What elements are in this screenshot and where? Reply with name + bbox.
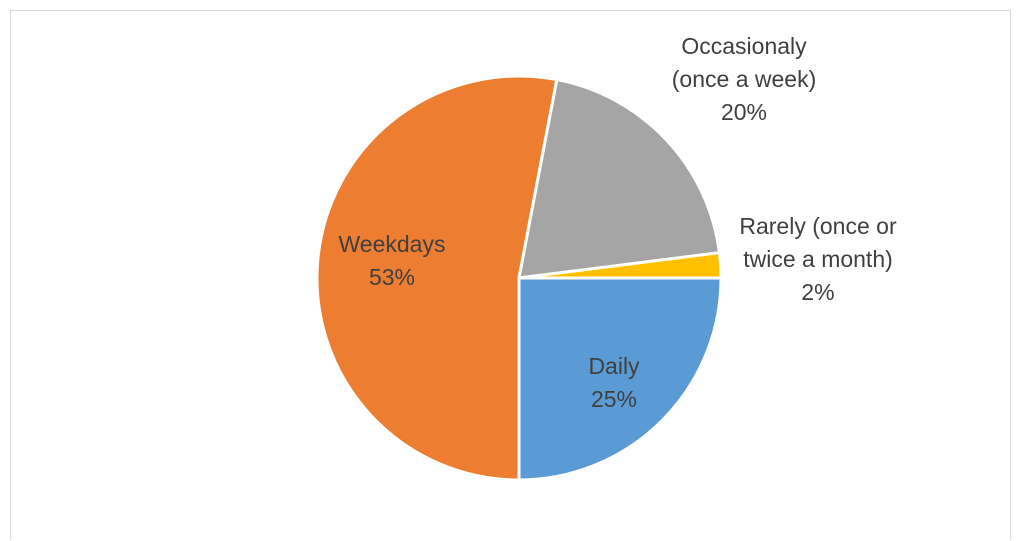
data-label-weekdays: Weekdays 53% (339, 231, 446, 290)
pie-slice-rarely (517, 251, 723, 280)
data-label-rarely: Rarely (once or twice a month) 2% (739, 213, 897, 305)
data-label-daily: Daily 25% (588, 353, 640, 412)
pie-slice-daily (517, 276, 723, 482)
pie-slice-occasionaly (517, 78, 721, 280)
pie-slice-weekdays (315, 74, 559, 482)
data-label-occasionaly: Occasionaly (once a week) 20% (672, 33, 816, 125)
